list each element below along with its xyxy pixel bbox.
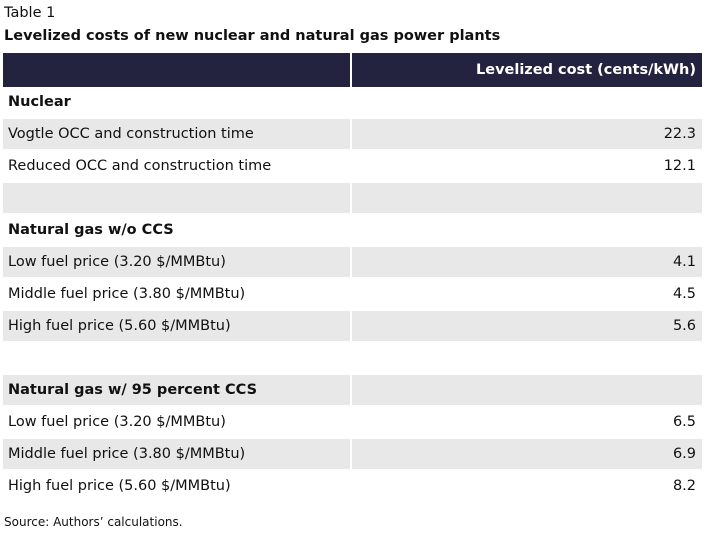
table-row-section-nuclear: Nuclear (3, 87, 702, 117)
row-label: Natural gas w/o CCS (8, 222, 174, 238)
table-row: Vogtle OCC and construction time 22.3 (3, 119, 702, 149)
source-note: Source: Authors’ calculations. (4, 515, 183, 529)
row-value (352, 215, 702, 245)
row-value: 8.2 (672, 478, 696, 494)
row-value: 5.6 (352, 311, 702, 341)
row-value: 4.1 (352, 247, 702, 277)
table-row-section-gas-ccs: Natural gas w/ 95 percent CCS (3, 375, 702, 405)
header-cell-levelized-cost: Levelized cost (cents/kWh) (352, 53, 702, 87)
cost-table: Levelized cost (cents/kWh) Nuclear Vogtl… (3, 53, 702, 503)
row-value (352, 343, 702, 373)
row-label: Vogtle OCC and construction time (3, 119, 350, 149)
row-label: Middle fuel price (3.80 $/MMBtu) (8, 286, 246, 302)
row-label: Natural gas w/ 95 percent CCS (3, 375, 350, 405)
row-value (352, 183, 702, 213)
row-label (3, 183, 350, 213)
table-row: High fuel price (5.60 $/MMBtu) 8.2 (3, 471, 702, 501)
table-row-section-gas-no-ccs: Natural gas w/o CCS (3, 215, 702, 245)
row-label (3, 343, 350, 373)
row-label: High fuel price (5.60 $/MMBtu) (8, 478, 231, 494)
table-row: Low fuel price (3.20 $/MMBtu) 6.5 (3, 407, 702, 437)
table-title: Levelized costs of new nuclear and natur… (4, 28, 501, 44)
table-label: Table 1 (4, 5, 56, 21)
row-label: Middle fuel price (3.80 $/MMBtu) (3, 439, 350, 469)
row-value (352, 375, 702, 405)
table-row-spacer (3, 343, 702, 373)
table-row: High fuel price (5.60 $/MMBtu) 5.6 (3, 311, 702, 341)
table-row: Middle fuel price (3.80 $/MMBtu) 6.9 (3, 439, 702, 469)
row-label: Low fuel price (3.20 $/MMBtu) (3, 247, 350, 277)
row-value: 6.9 (352, 439, 702, 469)
row-value: 12.1 (663, 158, 696, 174)
row-label: High fuel price (5.60 $/MMBtu) (3, 311, 350, 341)
table-row: Low fuel price (3.20 $/MMBtu) 4.1 (3, 247, 702, 277)
row-value (352, 87, 702, 117)
table-row: Middle fuel price (3.80 $/MMBtu) 4.5 (3, 279, 702, 309)
row-label: Nuclear (8, 94, 71, 110)
row-label: Low fuel price (3.20 $/MMBtu) (8, 414, 226, 430)
row-value: 4.5 (672, 286, 696, 302)
table-row-spacer (3, 183, 702, 213)
row-label: Reduced OCC and construction time (8, 158, 272, 174)
row-value: 22.3 (352, 119, 702, 149)
table-row: Reduced OCC and construction time 12.1 (3, 151, 702, 181)
row-value: 6.5 (672, 414, 696, 430)
table-header-row: Levelized cost (cents/kWh) (3, 53, 702, 87)
header-cell-category (3, 53, 350, 87)
